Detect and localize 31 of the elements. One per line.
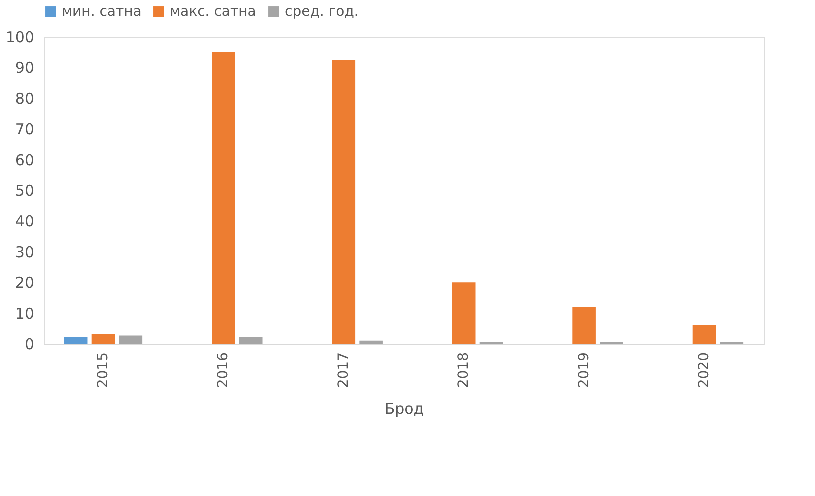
bar [239, 337, 263, 344]
y-tick-label: 30 [15, 243, 34, 262]
x-tick-label: 2015 [96, 352, 112, 388]
bar [452, 282, 476, 344]
legend-label: макс. сатна [170, 4, 256, 20]
y-tick-label: 100 [6, 28, 34, 46]
x-tick-label: 2018 [456, 352, 472, 388]
y-tick-label: 0 [24, 336, 34, 354]
bar [64, 337, 88, 344]
x-tick-label: 2019 [576, 352, 592, 388]
y-tick-label: 80 [15, 90, 34, 108]
y-tick-label: 90 [15, 59, 34, 78]
bar [360, 340, 383, 344]
bar [692, 324, 716, 344]
x-tick-label: 2020 [696, 352, 712, 388]
y-tick-label: 50 [15, 182, 34, 200]
y-tick-label: 10 [15, 304, 34, 323]
bar [332, 60, 356, 344]
y-tick-label: 20 [15, 274, 34, 292]
x-axis-title: Брод [384, 400, 424, 418]
bar [92, 334, 116, 344]
bar [212, 52, 236, 344]
legend-label: сред. год. [285, 4, 359, 20]
x-tick-label: 2017 [336, 352, 352, 388]
y-tick-label: 70 [15, 120, 34, 139]
legend-label: мин. сатна [62, 4, 142, 20]
bar [119, 336, 143, 344]
y-tick-label: 40 [15, 212, 34, 231]
x-tick-label: 2016 [216, 352, 232, 388]
bar [572, 307, 596, 344]
y-tick-label: 60 [15, 151, 34, 170]
